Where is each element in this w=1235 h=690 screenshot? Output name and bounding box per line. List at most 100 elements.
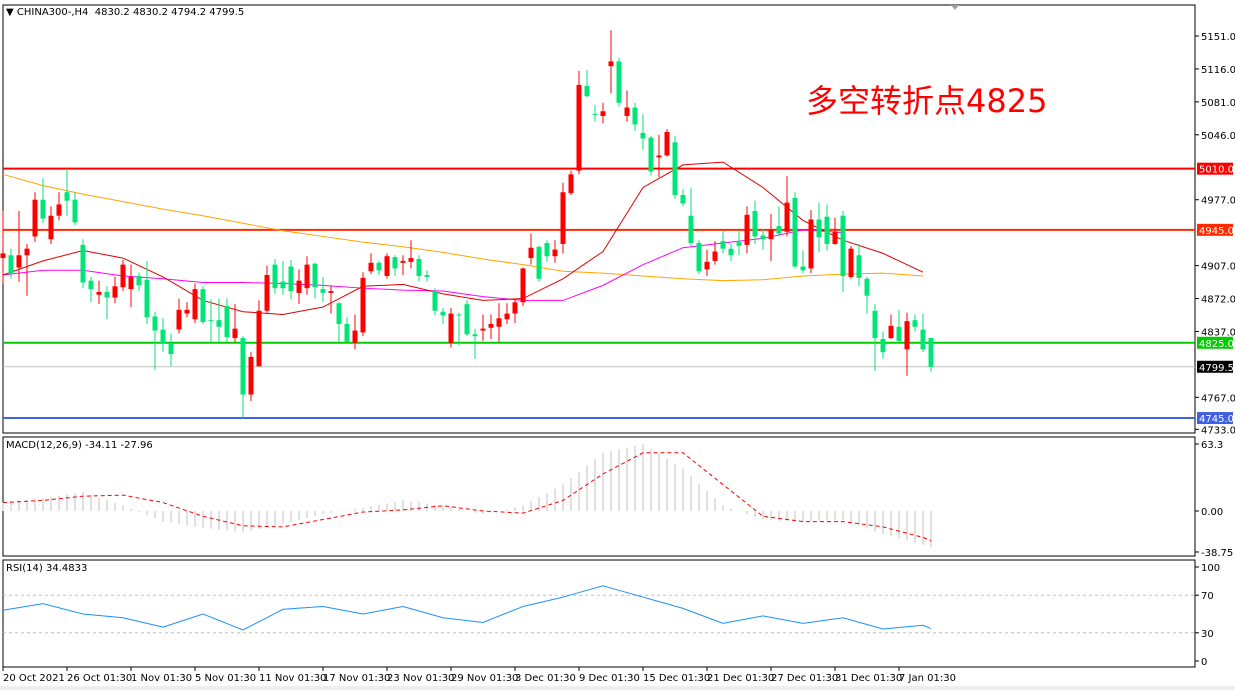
- time-tick-label: 29 Nov 01:30: [451, 673, 518, 684]
- macd-tick-label: 63.3: [1201, 440, 1223, 451]
- candle: [880, 331, 886, 359]
- candle-body: [432, 291, 438, 311]
- candle: [704, 249, 710, 276]
- candle-body: [344, 323, 350, 342]
- level-label-box: [1197, 412, 1233, 425]
- candle-body: [632, 107, 638, 125]
- candle: [88, 276, 94, 303]
- current-price-label: 4799.5: [1199, 363, 1234, 374]
- price-tick-label: 5081.0: [1201, 98, 1235, 109]
- candle: [800, 250, 806, 274]
- candle: [568, 170, 574, 196]
- candle: [256, 300, 262, 367]
- candle-body: [624, 107, 630, 116]
- candle-body: [672, 142, 678, 196]
- candle: [232, 304, 238, 342]
- level-label: 4825.0: [1199, 339, 1234, 350]
- candle-body: [768, 229, 774, 240]
- time-tick-label: 20 Oct 2021: [3, 673, 65, 684]
- candle-body: [296, 280, 302, 293]
- candle: [680, 189, 686, 207]
- candle-body: [24, 248, 30, 256]
- candle: [312, 262, 318, 299]
- level-label: 5010.0: [1199, 165, 1234, 176]
- candle: [752, 200, 758, 244]
- candle-body: [320, 289, 326, 293]
- candle: [328, 285, 334, 314]
- candle-body: [472, 334, 478, 337]
- candle: [224, 298, 230, 342]
- candle: [352, 314, 358, 350]
- candle-body: [888, 325, 894, 339]
- candle: [832, 217, 838, 245]
- candle: [664, 129, 670, 157]
- ohlc-text: 4830.2 4830.2 4794.2 4799.5: [94, 7, 245, 18]
- price-tick-label: 4977.0: [1201, 196, 1235, 207]
- candle: [688, 187, 694, 246]
- candle-body: [912, 320, 918, 327]
- candle: [920, 313, 926, 353]
- candle-body: [568, 174, 574, 194]
- candle-body: [728, 248, 734, 256]
- candle: [248, 352, 254, 402]
- candle-body: [352, 330, 358, 343]
- candle-body: [880, 339, 886, 353]
- candle: [672, 135, 678, 199]
- candle: [304, 256, 310, 295]
- candle-body: [288, 266, 294, 292]
- candle-body: [776, 226, 782, 234]
- candle: [264, 265, 270, 314]
- candle: [320, 276, 326, 303]
- candle: [160, 318, 166, 353]
- candle-body: [208, 320, 214, 322]
- candle-body: [136, 275, 142, 286]
- chart-header: ▼ CHINA300-,H4 4830.2 4830.2 4794.2 4799…: [6, 7, 244, 18]
- time-tick-label: 7 Jan 01:30: [899, 673, 956, 684]
- candle: [48, 206, 54, 244]
- candle: [152, 311, 158, 371]
- candle: [472, 328, 478, 359]
- candle-body: [192, 289, 198, 320]
- candle-body: [64, 192, 70, 201]
- candle-body: [56, 204, 62, 216]
- candle: [424, 270, 430, 282]
- candle-body: [160, 329, 166, 344]
- level-label: 4945.0: [1199, 226, 1234, 237]
- price-pane: [2, 4, 1196, 434]
- candle-body: [736, 242, 742, 246]
- candle-body: [816, 219, 822, 238]
- candle-body: [616, 61, 622, 103]
- candle-body: [704, 261, 710, 270]
- candle: [464, 300, 470, 337]
- candle-body: [248, 356, 254, 395]
- candle-body: [512, 302, 518, 314]
- candle-body: [824, 216, 830, 244]
- candle-body: [904, 321, 910, 350]
- candle: [808, 210, 814, 274]
- candle-body: [720, 241, 726, 249]
- time-tick-label: 31 Dec 01:30: [835, 673, 902, 684]
- rsi-tick-label: 100: [1201, 563, 1220, 574]
- candle-body: [680, 195, 686, 204]
- candle: [584, 69, 590, 98]
- time-tick-label: 1 Nov 01:30: [131, 673, 192, 684]
- candle: [456, 312, 462, 346]
- time-tick-label: 17 Nov 01:30: [323, 673, 390, 684]
- dropdown-triangle-icon[interactable]: ▼: [6, 7, 14, 18]
- candle: [104, 286, 110, 320]
- annotation-text: 多空转折点4825: [806, 82, 1048, 120]
- candle-body: [216, 320, 222, 327]
- candle: [448, 307, 454, 348]
- candle-body: [872, 310, 878, 339]
- level-label-box: [1197, 162, 1233, 175]
- candle: [280, 260, 286, 295]
- candle: [64, 168, 70, 216]
- candle: [512, 298, 518, 324]
- rsi-pane: [2, 559, 1196, 668]
- candle: [56, 192, 62, 221]
- macd-signal-line: [2, 452, 932, 542]
- rsi-tick-label: 30: [1201, 629, 1214, 640]
- time-tick-label: 11 Nov 01:30: [259, 673, 326, 684]
- candle-body: [608, 61, 614, 67]
